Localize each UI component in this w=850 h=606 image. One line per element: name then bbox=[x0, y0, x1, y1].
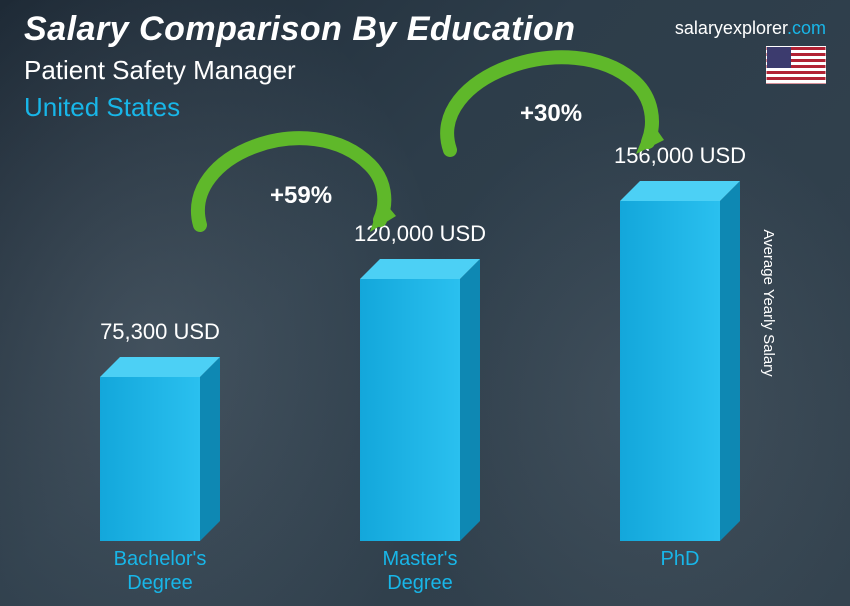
bar-front bbox=[360, 279, 460, 541]
bar-value-label: 120,000 USD bbox=[320, 221, 520, 247]
site-name: salaryexplorer bbox=[675, 18, 787, 38]
bar-category-label: Master'sDegree bbox=[340, 541, 500, 595]
chart-country: United States bbox=[24, 92, 826, 123]
bar-value-label: 75,300 USD bbox=[60, 319, 260, 345]
chart-area: 75,300 USDBachelor'sDegree120,000 USDMas… bbox=[40, 140, 790, 541]
site-suffix: .com bbox=[787, 18, 826, 38]
bar-side bbox=[460, 259, 480, 541]
bar-top bbox=[620, 181, 740, 201]
bar-front bbox=[100, 377, 200, 541]
increase-label-0: +59% bbox=[270, 182, 332, 210]
us-flag-icon bbox=[766, 46, 826, 84]
bar-top bbox=[100, 357, 220, 377]
increase-label-1: +30% bbox=[520, 100, 582, 128]
bar-value-label: 156,000 USD bbox=[580, 143, 780, 169]
chart-subtitle: Patient Safety Manager bbox=[24, 55, 826, 86]
y-axis-label: Average Yearly Salary bbox=[760, 229, 777, 376]
site-branding: salaryexplorer.com bbox=[675, 18, 826, 39]
bar-category-label: Bachelor'sDegree bbox=[80, 541, 240, 595]
bar-side bbox=[720, 181, 740, 541]
bar-top bbox=[360, 259, 480, 279]
bar-side bbox=[200, 357, 220, 541]
bar-category-label: PhD bbox=[600, 541, 760, 571]
bar-front bbox=[620, 201, 720, 541]
